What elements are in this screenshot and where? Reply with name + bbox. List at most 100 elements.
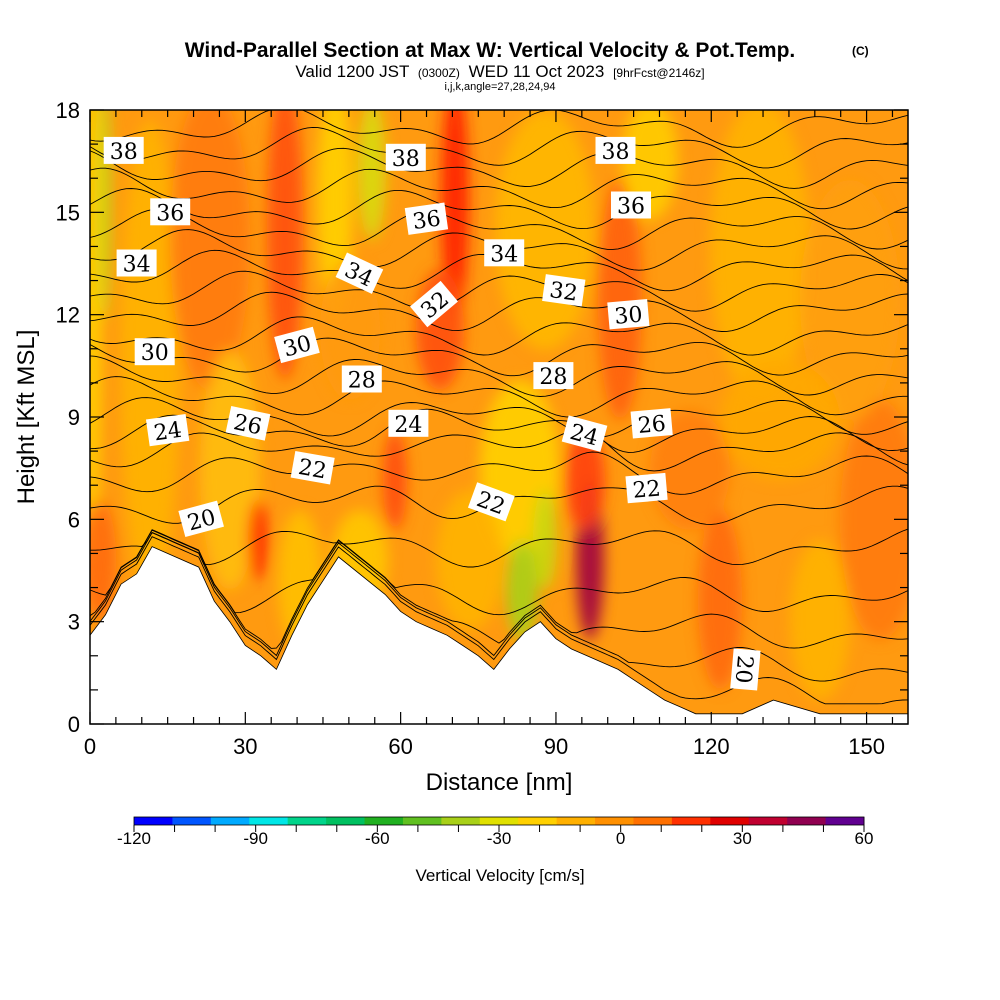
theta-label-10: 28 — [341, 365, 382, 394]
theta-label-box — [484, 239, 525, 267]
subtitle-valid: Valid 1200 JST — [295, 62, 409, 81]
theta-label-text: 26 — [231, 410, 264, 440]
theta-label-text: 20 — [730, 654, 757, 684]
theta-contour-10 — [90, 376, 908, 418]
theta-label-box — [341, 365, 382, 393]
colorbar-swatch-2 — [210, 817, 250, 825]
theta-label-17: 32 — [542, 274, 586, 307]
chart-subtitle: Valid 1200 JST (0300Z) WED 11 Oct 2023 [… — [295, 62, 704, 81]
theta-label-11: 38 — [385, 143, 426, 172]
theta-contour-13 — [90, 316, 908, 356]
theta-label-box — [625, 472, 668, 504]
velocity-blob-1 — [99, 110, 111, 320]
theta-contours — [90, 110, 908, 705]
velocity-field — [90, 110, 908, 700]
theta-label-text: 36 — [617, 195, 645, 220]
theta-contour-11 — [90, 355, 908, 397]
chart-title: Wind-Parallel Section at Max W: Vertical… — [185, 39, 796, 62]
theta-label-box — [607, 299, 650, 330]
velocity-blob-20 — [565, 430, 605, 530]
theta-label-text: 26 — [637, 412, 667, 439]
theta-label-text: 30 — [613, 303, 643, 330]
colorbar-label: Vertical Velocity [cm/s] — [415, 866, 584, 885]
theta-contour-15 — [90, 270, 908, 312]
theta-contour-14 — [90, 291, 908, 332]
theta-contour-4 — [90, 528, 908, 568]
theta-label-0: 38 — [103, 136, 144, 165]
colorbar-swatch-18 — [825, 817, 865, 825]
colorbar-label--90: -90 — [243, 829, 268, 848]
subtitle-fcst: [9hrFcst@2146z] — [613, 66, 705, 80]
title-mark: (C) — [852, 44, 869, 58]
theta-contour-22 — [90, 126, 908, 169]
velocity-blob-0 — [90, 110, 102, 560]
theta-label-box — [409, 280, 458, 328]
velocity-blob-25 — [790, 540, 850, 700]
theta-label-14: 24 — [388, 409, 429, 438]
theta-label-box — [290, 450, 335, 485]
theta-label-12: 36 — [404, 202, 449, 235]
colorbar-swatch-0 — [134, 817, 173, 825]
theta-contour-3 — [90, 529, 908, 616]
theta-label-box — [630, 408, 673, 439]
theta-label-2: 34 — [116, 249, 157, 278]
x-tick-label-150: 150 — [848, 734, 885, 759]
velocity-blob-4 — [170, 110, 250, 390]
theta-label-15: 34 — [484, 239, 525, 267]
y-axis-title: Height [Kft MSL] — [13, 330, 40, 505]
theta-contour-23 — [90, 110, 908, 148]
velocity-blob-31 — [720, 360, 840, 480]
velocity-blob-11 — [320, 260, 380, 400]
theta-label-4: 24 — [145, 413, 190, 446]
theta-label-box — [542, 274, 586, 307]
theta-contour-19 — [90, 188, 908, 230]
theta-contour-6 — [90, 451, 908, 495]
y-tick-label-3: 3 — [68, 610, 80, 635]
subtitle-utc: (0300Z) — [418, 66, 460, 80]
theta-label-box — [335, 252, 384, 294]
velocity-blob-10 — [358, 110, 386, 240]
theta-label-box — [611, 191, 651, 219]
theta-label-box — [178, 500, 224, 538]
velocity-blob-26 — [840, 400, 908, 640]
velocity-blob-22 — [598, 180, 642, 420]
x-tick-label-60: 60 — [388, 734, 412, 759]
theta-label-text: 24 — [394, 413, 422, 438]
theta-contour-8 — [90, 408, 908, 453]
velocity-blob-7 — [267, 110, 303, 380]
theta-contour-12 — [90, 337, 908, 377]
theta-label-20: 38 — [595, 136, 636, 165]
x-tick-label-120: 120 — [693, 734, 730, 759]
theta-contour-1 — [90, 532, 908, 682]
colorbar-label-30: 30 — [733, 829, 752, 848]
theta-label-text: 34 — [123, 253, 151, 278]
theta-label-box — [730, 648, 761, 691]
theta-label-box — [561, 415, 608, 452]
velocity-blob-21 — [495, 110, 595, 350]
colorbar-swatch-6 — [364, 817, 404, 825]
theta-label-19: 24 — [561, 415, 608, 452]
terrain — [90, 546, 908, 724]
theta-label-text: 30 — [141, 341, 169, 366]
theta-label-6: 20 — [178, 500, 224, 538]
theta-label-box — [103, 136, 144, 164]
y-tick-label-15: 15 — [56, 200, 80, 225]
theta-label-text: 28 — [539, 365, 567, 390]
colorbar-label-60: 60 — [855, 829, 874, 848]
theta-label-22: 30 — [607, 299, 650, 330]
colorbar-swatch-13 — [633, 817, 673, 825]
theta-contour-0 — [90, 536, 908, 705]
colorbar-swatch-10 — [518, 817, 558, 825]
theta-label-text: 36 — [156, 201, 184, 226]
theta-label-text: 38 — [392, 147, 420, 172]
velocity-blob-2 — [90, 500, 116, 620]
theta-label-box — [595, 136, 636, 164]
y-tick-label-12: 12 — [56, 303, 80, 328]
y-tick-label-0: 0 — [68, 712, 80, 737]
theta-label-text: 32 — [548, 278, 579, 307]
theta-label-box — [150, 198, 191, 226]
colorbar-swatch-14 — [671, 817, 711, 825]
theta-label-3: 30 — [134, 338, 175, 366]
